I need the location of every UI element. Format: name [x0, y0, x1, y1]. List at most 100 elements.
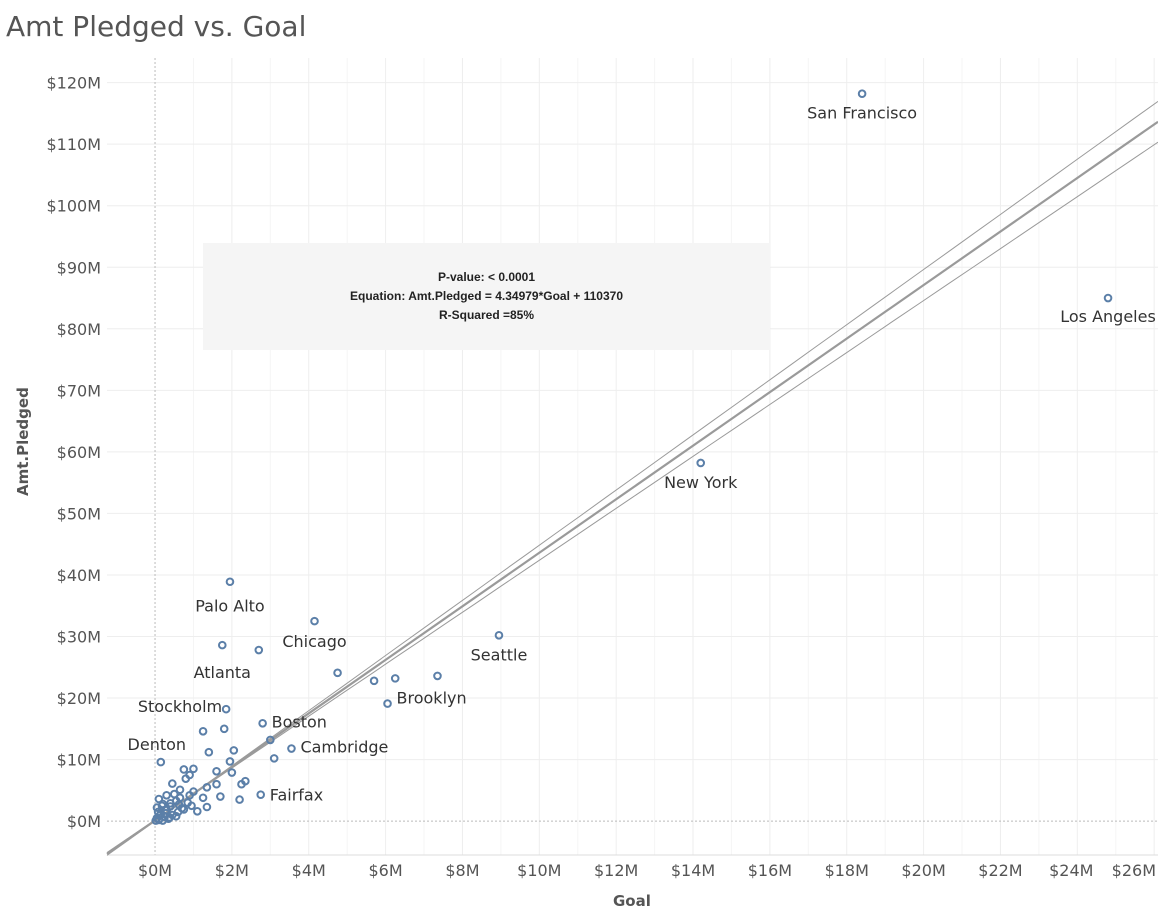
- p-value-text: P-value: < 0.0001: [437, 270, 536, 284]
- data-point: [390, 674, 400, 683]
- y-tick-label: $110M: [46, 135, 101, 154]
- data-point: [256, 790, 266, 799]
- point-label: Denton: [128, 735, 187, 754]
- y-tick-label: $60M: [57, 443, 101, 462]
- data-point: [204, 747, 214, 757]
- point-label: Stockholm: [138, 697, 222, 716]
- x-tick-label: $14M: [671, 861, 715, 880]
- data-point: [433, 671, 442, 681]
- data-point: [189, 764, 198, 774]
- point-label: San Francisco: [807, 104, 917, 123]
- axis-lines: [107, 58, 1158, 856]
- trend-line: [106, 120, 1158, 855]
- data-point: [333, 668, 342, 678]
- point-label: Los Angeles: [1060, 307, 1156, 326]
- point-label: Chicago: [282, 632, 346, 651]
- data-point: [225, 577, 235, 587]
- r-squared-text: R-Squared =85%: [438, 308, 535, 322]
- x-tick-label: $18M: [825, 861, 869, 880]
- point-label: Seattle: [471, 645, 528, 664]
- chart-title: Amt Pledged vs. Goal: [6, 10, 307, 43]
- trend-annotation-box: P-value: < 0.0001 Equation: Amt.Pledged …: [203, 243, 770, 350]
- x-tick-label: $10M: [517, 861, 561, 880]
- data-point: [193, 807, 202, 816]
- y-tick-label: $30M: [57, 628, 101, 647]
- data-point: [202, 802, 212, 812]
- point-labels: San Francisco Los Angeles New York Palo Alt…: [128, 104, 1156, 805]
- data-point: [198, 793, 208, 803]
- data-point: [166, 799, 175, 808]
- x-tick-labels: $0M $2M $4M $6M $8M $10M $12M $14M $16M $18M $20M $…: [138, 861, 1156, 880]
- equation-text: Equation: Amt.Pledged = 4.34979*Goal + 1…: [349, 289, 623, 303]
- data-point: [310, 616, 319, 626]
- point-label: Fairfax: [270, 786, 323, 805]
- x-tick-label: $20M: [901, 861, 945, 880]
- data-point: [258, 718, 267, 728]
- data-point: [369, 676, 379, 686]
- point-label: New York: [664, 473, 738, 492]
- data-point: [179, 765, 189, 774]
- data-point: [169, 789, 179, 799]
- data-point: [202, 783, 212, 792]
- data-points: [151, 89, 1113, 825]
- data-point: [225, 757, 235, 766]
- data-point: [227, 768, 237, 777]
- data-point: [237, 779, 246, 789]
- grid-lines: [107, 58, 1158, 855]
- data-point: [165, 813, 174, 822]
- data-point: [198, 726, 208, 736]
- data-point: [157, 801, 167, 811]
- data-point: [254, 645, 264, 655]
- x-tick-label: $24M: [1049, 861, 1093, 880]
- x-tick-label: $8M: [445, 861, 479, 880]
- data-point: [383, 699, 392, 708]
- data-point: [212, 766, 221, 776]
- data-point: [185, 791, 194, 800]
- data-point: [168, 779, 177, 788]
- y-tick-label: $70M: [57, 381, 101, 400]
- x-tick-label: $16M: [748, 861, 792, 880]
- data-point: [174, 800, 184, 809]
- confidence-upper-line: [106, 100, 1158, 853]
- y-tick-label: $0M: [67, 812, 101, 831]
- x-tick-label: $22M: [978, 861, 1022, 880]
- data-point: [857, 89, 867, 98]
- x-tick-label: $4M: [292, 861, 326, 880]
- data-point: [696, 458, 706, 468]
- data-point: [221, 704, 231, 714]
- data-point: [179, 805, 189, 814]
- data-point: [235, 795, 244, 804]
- point-label: Cambridge: [300, 738, 388, 757]
- y-tick-label: $100M: [46, 197, 101, 216]
- data-point: [269, 754, 279, 763]
- point-label: Brooklyn: [397, 689, 467, 708]
- data-point: [187, 801, 196, 811]
- x-tick-label: $2M: [215, 861, 249, 880]
- y-tick-label: $120M: [46, 74, 101, 93]
- x-axis-title: Goal: [613, 892, 651, 910]
- x-tick-label: $26M: [1112, 861, 1156, 880]
- data-point: [162, 791, 171, 800]
- data-point: [229, 746, 239, 755]
- data-point: [217, 640, 227, 650]
- y-tick-label: $50M: [57, 504, 101, 523]
- data-point: [266, 735, 275, 745]
- x-tick-label: $0M: [138, 861, 172, 880]
- data-point: [494, 630, 504, 640]
- x-tick-label: $6M: [369, 861, 403, 880]
- x-tick-label: $12M: [594, 861, 638, 880]
- y-tick-label: $20M: [57, 689, 101, 708]
- data-point: [216, 792, 225, 801]
- data-point: [181, 774, 191, 783]
- point-label: Palo Alto: [195, 597, 265, 616]
- confidence-lower-line: [106, 141, 1158, 856]
- y-tick-labels: $0M $10M $20M $30M $40M $50M $60M $70M $80M $90M $…: [46, 74, 101, 832]
- point-label: Boston: [272, 712, 327, 731]
- data-point: [287, 744, 296, 753]
- trend-lines: [106, 100, 1158, 856]
- point-label: Atlanta: [194, 663, 251, 682]
- data-point: [151, 816, 161, 825]
- data-point: [175, 785, 185, 795]
- y-tick-label: $40M: [57, 566, 101, 585]
